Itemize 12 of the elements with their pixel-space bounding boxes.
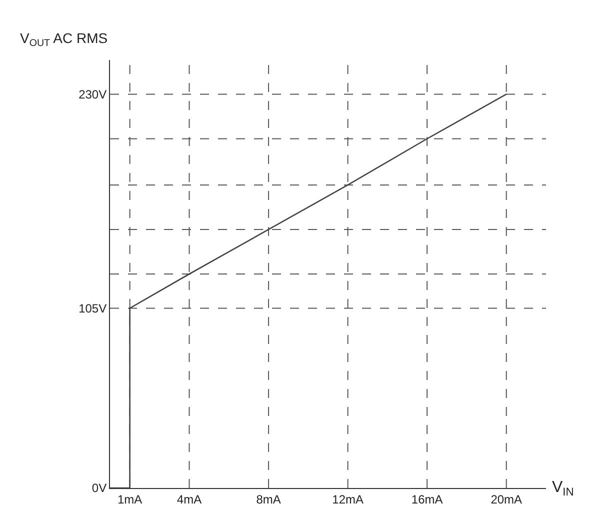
- x-axis-title: V$_{IN}$: [552, 479, 574, 498]
- x-tick-label: 16mA: [411, 492, 443, 506]
- x-tick-label: 1mA: [117, 492, 142, 506]
- y-axis-title: V$_{OUT}$ AC RMS: [20, 30, 108, 49]
- x-tick-label: 4mA: [176, 492, 202, 506]
- line-series: [110, 94, 508, 488]
- y-tick-label: 105V: [78, 301, 107, 316]
- x-tick-label: 8mA: [256, 492, 281, 506]
- y-tick-label: 0V: [92, 481, 107, 496]
- x-tick-label: 12mA: [332, 492, 364, 506]
- x-tick-label: 20mA: [490, 492, 522, 506]
- y-tick-label: 230V: [78, 87, 107, 102]
